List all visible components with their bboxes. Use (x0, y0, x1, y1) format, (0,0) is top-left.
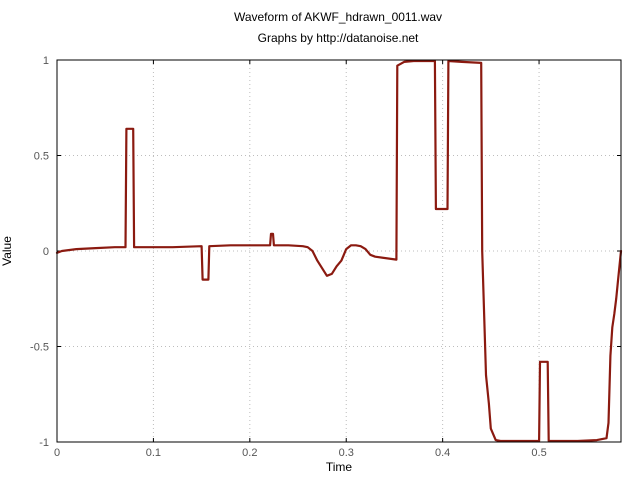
chart-title: Waveform of AKWF_hdrawn_0011.wav (234, 10, 442, 24)
y-tick-label: 0 (43, 246, 49, 258)
x-tick-label: 0.5 (531, 447, 546, 459)
x-tick-label: 0.2 (242, 447, 257, 459)
y-axis-label: Value (0, 236, 14, 266)
x-tick-label: 0.1 (146, 447, 161, 459)
x-tick-label: 0 (54, 447, 60, 459)
grid-lines (56, 59, 621, 443)
x-tick-label: 0.3 (339, 447, 354, 459)
y-tick-label: -0.5 (30, 342, 49, 354)
y-tick-label: 0.5 (34, 151, 49, 163)
x-axis-label: Time (326, 460, 353, 474)
tick-labels: 0 0.1 0.2 0.3 0.4 0.5 1 0.5 0 -0.5 -1 (30, 55, 547, 459)
chart-subtitle: Graphs by http://datanoise.net (258, 31, 419, 45)
plot-frame (56, 59, 622, 443)
x-tick-label: 0.4 (435, 447, 450, 459)
y-tick-label: -1 (39, 437, 49, 449)
y-tick-label: 1 (43, 55, 49, 67)
series-line (55, 59, 623, 443)
